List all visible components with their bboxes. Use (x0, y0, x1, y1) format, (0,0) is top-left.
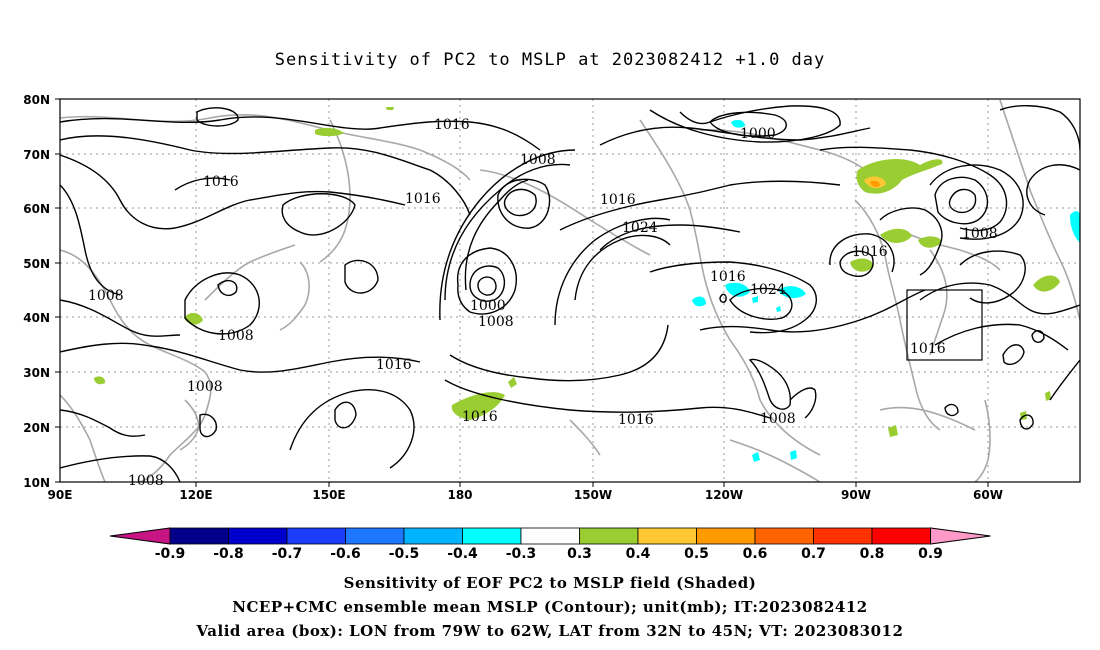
contour-label: 1008 (128, 473, 164, 489)
colorbar-label: -0.8 (213, 546, 244, 562)
x-tick-label: 180 (447, 488, 472, 502)
y-tick-label: 40N (23, 311, 50, 325)
contour-label: 1016 (852, 244, 888, 260)
contour-label: 1008 (218, 328, 254, 344)
colorbar-segment (637, 527, 697, 545)
colorbar-segment (169, 527, 229, 545)
colorbar-label: -0.7 (272, 546, 303, 562)
colorbar-label: -0.6 (330, 546, 361, 562)
y-tick-label: 20N (23, 421, 50, 435)
contour-label: 1016 (600, 192, 636, 208)
contour-label: 1016 (710, 269, 746, 285)
chart-title: Sensitivity of PC2 to MSLP at 2023082412… (274, 50, 826, 70)
y-tick-label: 50N (23, 257, 50, 271)
colorbar-label: 0.8 (860, 546, 885, 562)
x-tick-label: 120W (705, 488, 743, 502)
contour-label: 1008 (478, 314, 514, 330)
contour-label: 1016 (618, 412, 654, 428)
colorbar-segment (520, 527, 580, 545)
contour-label: 1016 (405, 191, 441, 207)
colorbar-segment (813, 527, 873, 545)
contour-label: 1008 (187, 379, 223, 395)
colorbar-label: 0.4 (626, 546, 651, 562)
colorbar-segment (228, 527, 288, 545)
colorbar-label: 0.6 (743, 546, 768, 562)
valid-area-box (906, 289, 983, 361)
contour-label: 1016 (910, 341, 946, 357)
y-tick-label: 70N (23, 148, 50, 162)
contour-label: 1008 (962, 226, 998, 242)
contour-label: 1016 (462, 409, 498, 425)
colorbar (109, 527, 991, 545)
colorbar-labels: -0.9 -0.8 -0.7 -0.6 -0.5 -0.4 -0.3 0.3 0.4 0.5 0.6… (155, 546, 943, 562)
colorbar-label: -0.4 (447, 546, 478, 562)
x-tick-label: 60W (973, 488, 1003, 502)
mslp-contours (60, 105, 1080, 482)
y-tick-label: 80N (23, 93, 50, 107)
x-axis-labels: 90E 120E 150E 180 150W 120W 90W 60W (48, 488, 1003, 502)
sensitivity-shading (94, 107, 1080, 462)
colorbar-segment (871, 527, 931, 545)
y-tick-label: 10N (23, 476, 50, 490)
x-tick-label: 90W (841, 488, 871, 502)
colorbar-label: 0.7 (801, 546, 826, 562)
contour-label: 1024 (622, 220, 658, 236)
x-tick-label: 120E (179, 488, 212, 502)
footer-line-1: Sensitivity of EOF PC2 to MSLP field (Sh… (343, 574, 757, 592)
map-border (59, 98, 1081, 483)
colorbar-label: 0.9 (918, 546, 943, 562)
colorbar-segment (579, 527, 639, 545)
colorbar-label: -0.9 (155, 546, 186, 562)
axis-ticks (55, 98, 989, 487)
footer-line-2: NCEP+CMC ensemble mean MSLP (Contour); u… (232, 598, 868, 616)
contour-labels: 1016 1000 1016 1008 1016 1016 1008 1024 … (88, 117, 998, 489)
contour-label: 1016 (376, 357, 412, 373)
contour-label: 1024 (750, 282, 786, 298)
colorbar-segment (286, 527, 346, 545)
x-tick-label: 150W (574, 488, 612, 502)
contour-label: 1008 (760, 411, 796, 427)
colorbar-label: 0.5 (684, 546, 709, 562)
colorbar-segment (696, 527, 756, 545)
contour-label: 1008 (520, 152, 556, 168)
contour-label: 1016 (434, 117, 470, 133)
y-axis-labels: 80N 70N 60N 50N 40N 30N 20N 10N (23, 93, 50, 490)
colorbar-segment (403, 527, 463, 545)
y-tick-label: 60N (23, 202, 50, 216)
colorbar-segment (462, 527, 522, 545)
colorbar-label: -0.5 (389, 546, 420, 562)
x-tick-label: 90E (48, 488, 73, 502)
colorbar-segment (754, 527, 814, 545)
y-tick-label: 30N (23, 366, 50, 380)
colorbar-label: 0.3 (567, 546, 592, 562)
colorbar-segment (345, 527, 405, 545)
colorbar-right-arrow (930, 527, 991, 545)
x-tick-label: 150E (312, 488, 345, 502)
footer-line-3: Valid area (box): LON from 79W to 62W, L… (196, 622, 904, 640)
contour-label: 1008 (88, 288, 124, 304)
contour-label: 1000 (740, 126, 776, 142)
contour-label: 1000 (470, 298, 506, 314)
colorbar-left-arrow (109, 527, 171, 545)
colorbar-label: -0.3 (506, 546, 537, 562)
contour-label: 1016 (203, 174, 239, 190)
